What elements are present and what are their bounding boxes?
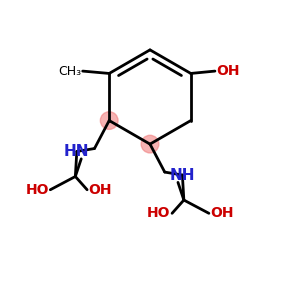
Text: HO: HO (147, 206, 171, 220)
Text: OH: OH (210, 206, 234, 220)
Text: NH: NH (169, 167, 195, 182)
Circle shape (100, 112, 118, 129)
Text: OH: OH (88, 183, 112, 197)
Text: HO: HO (25, 183, 49, 197)
Text: CH₃: CH₃ (58, 64, 82, 78)
Circle shape (141, 135, 159, 153)
Text: HN: HN (64, 144, 90, 159)
Text: OH: OH (216, 64, 239, 78)
